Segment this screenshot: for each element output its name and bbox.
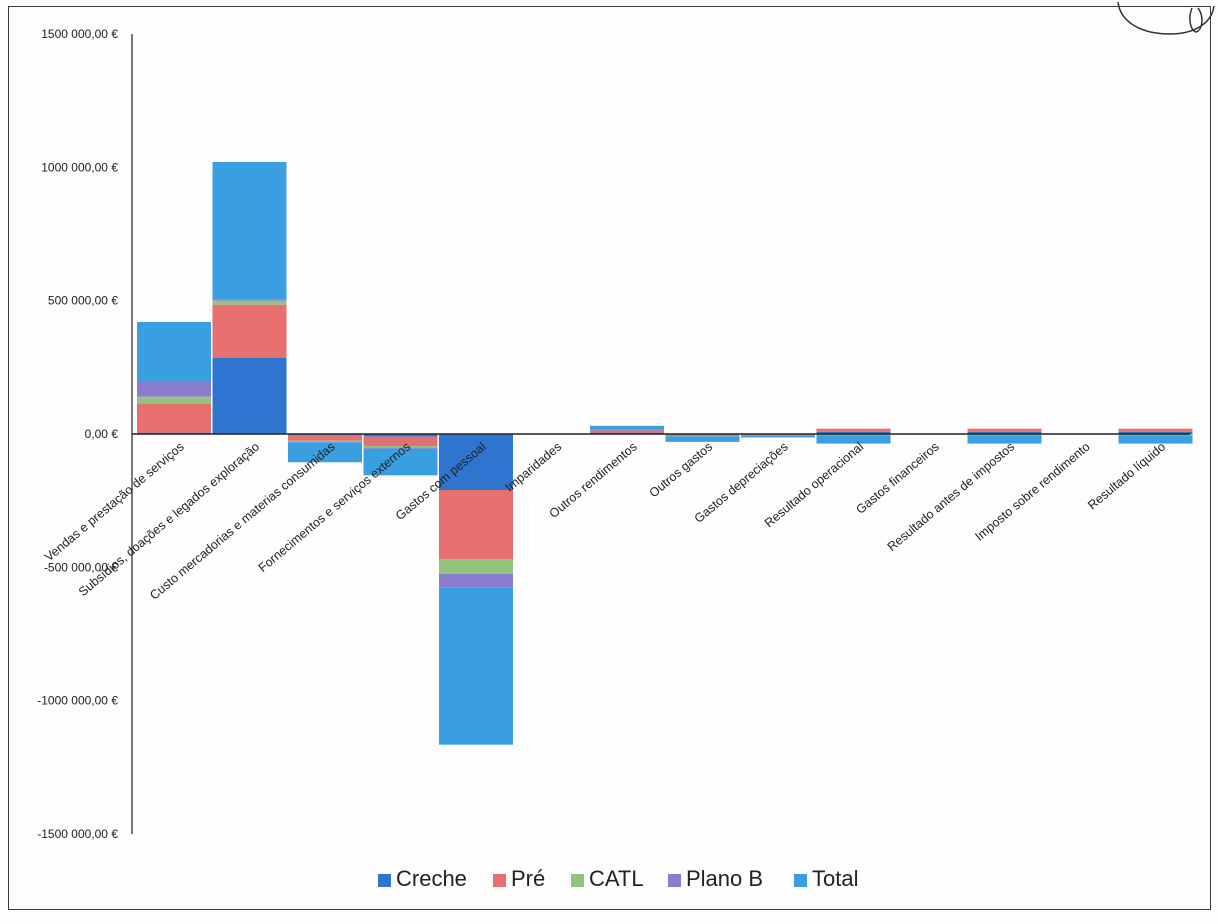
bar-segment xyxy=(288,440,362,442)
bar-segment xyxy=(1118,431,1193,434)
y-tick-label: 0,00 € xyxy=(85,427,119,441)
category-label: Vendas e prestação de serviços xyxy=(42,440,187,565)
category-label: Outros gastos xyxy=(647,440,716,501)
bar-segment xyxy=(816,435,891,436)
bar-segment xyxy=(288,435,362,441)
bar-segment xyxy=(816,428,891,432)
bar-segment xyxy=(212,162,287,300)
bar-segment xyxy=(967,428,1042,432)
y-tick-label: -1000 000,00 € xyxy=(37,694,118,708)
bar-segment xyxy=(590,425,664,430)
bar-segment xyxy=(137,396,211,404)
bar-segment xyxy=(816,431,891,434)
bar-segment xyxy=(212,304,287,358)
legend-label: Total xyxy=(812,866,858,891)
bar-segment xyxy=(137,403,211,433)
legend-swatch xyxy=(571,874,584,887)
bar-segment xyxy=(967,435,1042,436)
y-tick-label: 1000 000,00 € xyxy=(41,160,118,174)
bar-segment xyxy=(439,559,513,574)
bar-segment xyxy=(363,436,438,446)
legend-swatch xyxy=(493,874,506,887)
bar-segment xyxy=(967,431,1042,434)
legend-label: Plano B xyxy=(686,866,763,891)
legend-swatch xyxy=(378,874,391,887)
y-tick-label: -500 000,00 € xyxy=(44,560,118,574)
category-label: Resultado antes de impostos xyxy=(885,440,1017,554)
bar-segment xyxy=(1118,435,1193,436)
bar-segment xyxy=(212,358,287,434)
bar-segment xyxy=(665,434,740,437)
legend-label: CATL xyxy=(589,866,644,891)
margin-scribble xyxy=(1117,1,1215,35)
bar-segment xyxy=(741,435,815,438)
bar-segment xyxy=(590,430,664,433)
chart-frame xyxy=(8,6,1211,910)
legend-label: Pré xyxy=(511,866,545,891)
bar-segment xyxy=(137,322,211,382)
bar-segment xyxy=(288,442,362,463)
bar-segment xyxy=(1118,428,1193,432)
bar-segment xyxy=(816,435,891,444)
bar-segment xyxy=(439,587,513,745)
bar-segment xyxy=(590,429,664,431)
bar-segment xyxy=(967,435,1042,444)
legend-label: Creche xyxy=(396,866,467,891)
bar-segment xyxy=(665,436,740,437)
bar-segment xyxy=(439,434,513,490)
bar-segment xyxy=(212,299,287,301)
bar-segment xyxy=(137,382,211,397)
legend-swatch xyxy=(794,874,807,887)
y-tick-label: -1500 000,00 € xyxy=(37,827,118,841)
bar-segment xyxy=(741,434,815,436)
y-tick-label: 1500 000,00 € xyxy=(41,27,118,41)
bar-segment xyxy=(439,574,513,588)
bar-segment xyxy=(212,300,287,305)
bar-segment xyxy=(363,447,438,449)
bar-segment xyxy=(665,436,740,442)
legend-swatch xyxy=(668,874,681,887)
bar-segment xyxy=(439,490,513,560)
bar-segment xyxy=(363,448,438,476)
bar-segment xyxy=(288,441,362,443)
category-label: Resultado líquido xyxy=(1085,440,1168,513)
y-tick-label: 500 000,00 € xyxy=(48,294,118,308)
bar-segment xyxy=(1118,435,1193,444)
bar-segment xyxy=(363,446,438,448)
bar-segment xyxy=(363,434,438,437)
